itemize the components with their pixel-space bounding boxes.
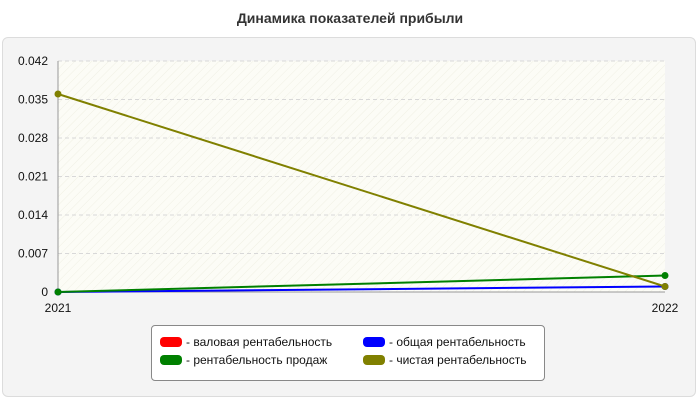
legend-label: - общая рентабельность bbox=[389, 335, 526, 349]
y-tick-label: 0.035 bbox=[18, 93, 48, 107]
series-point-3 bbox=[54, 90, 62, 98]
legend-swatch bbox=[363, 355, 385, 365]
legend-label: - чистая рентабельность bbox=[389, 353, 527, 367]
legend-swatch bbox=[160, 355, 182, 365]
series-point-2 bbox=[661, 272, 669, 279]
y-tick-label: 0.007 bbox=[18, 247, 48, 261]
series-line-3 bbox=[57, 93, 666, 288]
y-tick-label: 0.028 bbox=[18, 131, 48, 145]
series-point-2 bbox=[54, 288, 62, 296]
legend-item: - общая рентабельность bbox=[363, 335, 526, 349]
legend-item: - валовая рентабельность bbox=[160, 335, 332, 349]
legend-label: - рентабельность продаж bbox=[186, 353, 328, 367]
y-tick-label: 0.021 bbox=[18, 170, 48, 184]
legend-item: - чистая рентабельность bbox=[363, 353, 526, 367]
series-line-2 bbox=[57, 274, 666, 293]
y-tick-label: 0.014 bbox=[18, 208, 48, 222]
y-tick-label: 0 bbox=[41, 285, 48, 299]
x-tick-label: 2021 bbox=[45, 301, 72, 315]
y-tick-label: 0.042 bbox=[18, 54, 48, 68]
series-line-1 bbox=[57, 285, 666, 293]
series-point-3 bbox=[661, 283, 669, 290]
legend-label: - валовая рентабельность bbox=[186, 335, 333, 349]
legend-swatch bbox=[160, 337, 182, 347]
legend: - валовая рентабельность - общая рентабе… bbox=[151, 325, 545, 381]
legend-swatch bbox=[363, 337, 385, 347]
chart-title: Динамика показателей прибыли bbox=[236, 10, 464, 26]
x-tick-label: 2022 bbox=[652, 301, 679, 315]
legend-item: - рентабельность продаж bbox=[160, 353, 327, 367]
